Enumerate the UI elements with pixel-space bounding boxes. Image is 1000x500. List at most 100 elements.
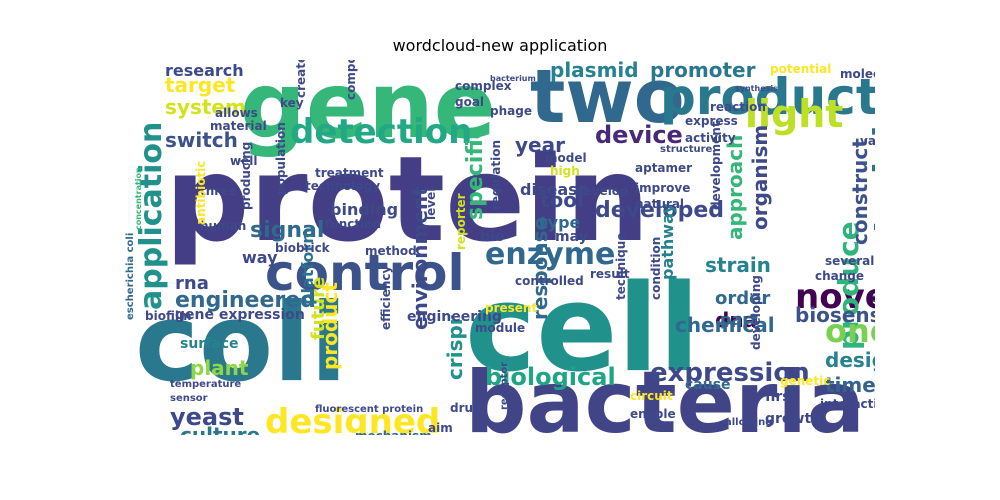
- cloud-word: developed: [595, 198, 725, 223]
- cloud-word: system: [165, 95, 246, 119]
- cloud-word: coli: [135, 281, 348, 406]
- cloud-word: temperature: [170, 379, 242, 390]
- cloud-word: mechanism: [355, 430, 432, 435]
- cloud-word: goal: [455, 95, 485, 109]
- cloud-word: molecule: [840, 67, 875, 81]
- cloud-word: escherichia coli: [125, 232, 136, 320]
- cloud-word: control: [265, 244, 465, 302]
- cloud-word: novel: [795, 277, 875, 317]
- cloud-word: three: [200, 184, 237, 198]
- cloud-word: express: [685, 114, 738, 128]
- cloud-word: regulation: [489, 139, 503, 210]
- cloud-word: target: [165, 73, 236, 97]
- cloud-word: dna: [715, 308, 758, 332]
- cloud-word: condition: [649, 236, 663, 300]
- cloud-word: present: [485, 301, 538, 315]
- cloud-word: population: [274, 122, 288, 195]
- cloud-word: allows: [215, 106, 258, 120]
- cloud-word: phage: [490, 104, 532, 118]
- cloud-word: bacteria: [465, 353, 865, 435]
- cloud-word: promoter: [650, 60, 756, 82]
- cloud-word: complex: [455, 79, 512, 93]
- cloud-word: interaction: [820, 397, 875, 411]
- cloud-word: platform: [298, 227, 317, 305]
- cloud-word: biofilm: [145, 309, 192, 323]
- cloud-word: controlled: [515, 274, 584, 288]
- cloud-word: plasmid: [550, 60, 639, 82]
- cloud-word: receptor: [499, 361, 510, 410]
- cloud-word: function: [325, 217, 382, 231]
- cloud-word: year: [515, 133, 565, 157]
- cloud-word: change: [815, 269, 865, 283]
- cloud-word: engineering: [407, 309, 502, 325]
- cloud-word: design: [825, 348, 875, 372]
- cloud-word: level: [424, 187, 438, 220]
- cloud-word: efficiency: [379, 265, 393, 330]
- cloud-word: expression: [650, 358, 810, 388]
- chart-title: wordcloud-new application: [392, 36, 608, 55]
- cloud-word: chemical: [675, 313, 775, 337]
- cloud-word: activity: [685, 131, 736, 145]
- cloud-word: enable: [630, 407, 676, 421]
- cloud-word: various: [860, 134, 875, 148]
- cloud-word: well: [230, 154, 258, 168]
- cloud-word: binding: [330, 200, 399, 219]
- cloud-word: model: [545, 151, 587, 165]
- cloud-word: technology: [305, 179, 381, 193]
- cloud-word: crispr: [443, 315, 467, 380]
- cloud-word: strain: [705, 253, 771, 277]
- cloud-word: reaction: [710, 100, 766, 114]
- cloud-word: growth: [765, 411, 822, 427]
- cloud-word: organism: [748, 124, 772, 230]
- cloud-word: yeast: [170, 403, 244, 431]
- cloud-word: enzyme: [485, 237, 616, 272]
- cloud-word: cell: [465, 260, 700, 399]
- cloud-word: way: [242, 248, 278, 267]
- cloud-word: module: [475, 321, 526, 335]
- cloud-word: develop: [575, 184, 629, 198]
- cloud-word: developing: [749, 275, 763, 350]
- cloud-word: rna: [175, 273, 209, 294]
- cloud-word: bio: [480, 229, 505, 245]
- cloud-word: type: [540, 213, 581, 232]
- cloud-word: allowing: [725, 417, 773, 428]
- cloud-word: producing: [239, 141, 253, 210]
- cloud-word: gene: [240, 60, 497, 159]
- cloud-word: created: [294, 60, 308, 98]
- cloud-word: concentration: [134, 167, 143, 230]
- cloud-word: aptamer: [635, 161, 693, 175]
- cloud-word: device: [595, 121, 683, 149]
- cloud-word: aim: [428, 421, 453, 435]
- cloud-word: high: [550, 164, 580, 178]
- cloud-word: one: [825, 312, 875, 350]
- cloud-word: improve: [635, 181, 691, 195]
- cloud-word: potential: [770, 62, 832, 76]
- cloud-word: reporter: [454, 193, 468, 250]
- cloud-word: synthesis: [735, 84, 778, 93]
- cloud-word: time: [825, 373, 875, 397]
- cloud-word: structure: [660, 144, 713, 155]
- cloud-word: research: [165, 61, 244, 80]
- cloud-word: antibiotic: [194, 160, 208, 225]
- cloud-word: culture: [180, 423, 261, 435]
- cloud-word: sensor: [170, 393, 208, 404]
- cloud-word: two: [530, 60, 685, 140]
- cloud-word: material: [210, 119, 267, 133]
- cloud-word: order: [715, 288, 771, 309]
- cloud-word: cause: [685, 377, 731, 393]
- cloud-word: production: [660, 68, 875, 126]
- cloud-word: disease: [520, 180, 589, 199]
- cloud-word: designed: [265, 402, 441, 435]
- cloud-word: protein: [165, 130, 650, 268]
- cloud-word: biological: [485, 363, 616, 391]
- cloud-word: genetic: [780, 374, 831, 388]
- cloud-word: detection: [290, 112, 473, 152]
- cloud-word: signal: [250, 218, 325, 243]
- cloud-word: light: [745, 92, 844, 136]
- cloud-word: biosensor: [795, 303, 875, 327]
- cloud-word: gene expression: [175, 307, 305, 323]
- cloud-word: several: [825, 254, 875, 268]
- cloud-word: tool: [540, 188, 584, 212]
- cloud-word: engineered: [175, 288, 316, 313]
- cloud-word: natural: [635, 197, 685, 211]
